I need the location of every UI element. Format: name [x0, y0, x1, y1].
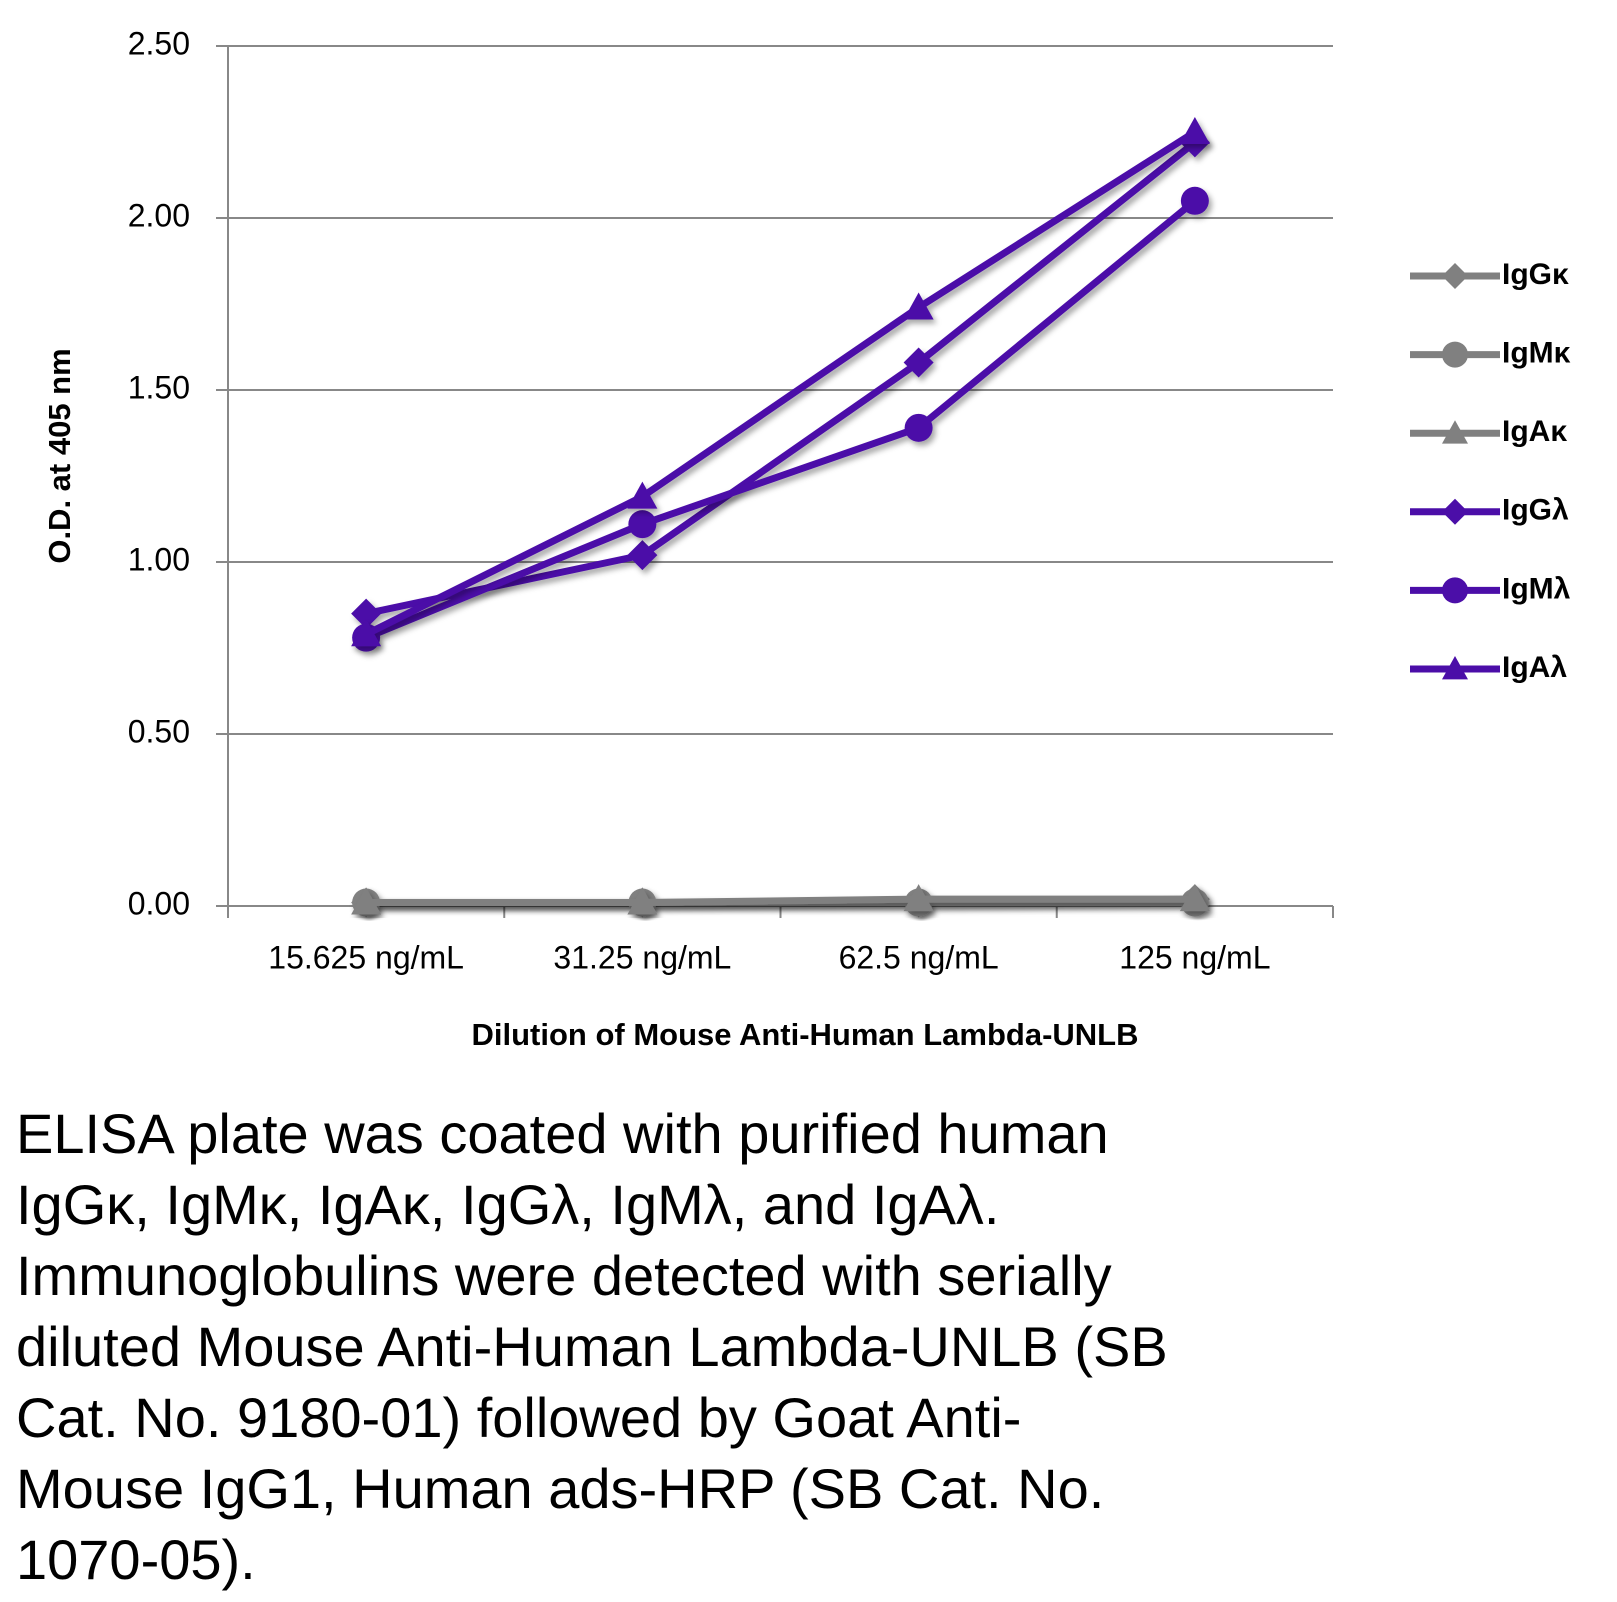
y-tick-label: 2.50 — [128, 25, 190, 61]
series — [352, 186, 1209, 652]
marker — [351, 619, 382, 647]
marker — [903, 884, 934, 912]
marker — [903, 347, 934, 378]
caption-line: ELISA plate was coated with purified hum… — [16, 1102, 1109, 1165]
y-axis-title: O.D. at 405 nm — [42, 348, 77, 563]
marker — [1180, 186, 1209, 215]
marker — [351, 598, 382, 629]
y-tick-label: 2.00 — [128, 197, 190, 233]
series-line — [364, 129, 1197, 638]
marker — [627, 887, 658, 915]
series-line — [364, 198, 1198, 641]
marker — [904, 413, 933, 442]
caption-line: 1070-05). — [16, 1528, 256, 1591]
x-tick-label: 31.25 ng/mL — [553, 939, 731, 975]
caption: ELISA plate was coated with purified hum… — [16, 1098, 1168, 1595]
marker — [1442, 341, 1468, 368]
marker — [1179, 884, 1210, 912]
marker — [1179, 117, 1210, 144]
marker — [1442, 420, 1468, 444]
legend-label: IgGλ — [1502, 494, 1569, 527]
marker — [351, 887, 382, 915]
legend-label: IgMλ — [1502, 572, 1571, 605]
y-tick-label: 0.50 — [128, 713, 190, 749]
caption-line: Immunoglobulins were detected with seria… — [16, 1244, 1112, 1307]
y-tick-label: 1.00 — [128, 541, 190, 577]
legend-label: IgMκ — [1502, 337, 1571, 370]
series-line — [366, 895, 1195, 907]
x-tick-label: 125 ng/mL — [1119, 939, 1270, 975]
marker — [627, 481, 658, 509]
caption-line: IgGκ, IgMκ, IgAκ, IgGλ, IgMλ, and IgAλ. — [16, 1173, 1000, 1236]
marker — [628, 510, 657, 539]
series — [351, 884, 1210, 915]
caption-line: Cat. No. 9180-01) followed by Goat Anti- — [16, 1386, 1022, 1449]
y-tick-label: 1.50 — [128, 369, 190, 405]
x-axis-title: Dilution of Mouse Anti-Human Lambda-UNLB — [471, 1017, 1138, 1052]
x-tick-label: 62.5 ng/mL — [839, 939, 999, 975]
legend-label: IgGκ — [1502, 258, 1569, 291]
marker — [1442, 498, 1468, 525]
marker — [903, 292, 934, 320]
marker — [1442, 577, 1468, 604]
x-tick-label: 15.625 ng/mL — [268, 939, 464, 975]
chart: Dilution of Mouse Anti-Human Lambda-UNLB… — [42, 25, 1571, 1052]
caption-line: Mouse IgG1, Human ads-HRP (SB Cat. No. — [16, 1457, 1105, 1520]
caption-line: diluted Mouse Anti-Human Lambda-UNLB (SB — [16, 1315, 1168, 1378]
legend-label: IgAλ — [1502, 651, 1567, 684]
marker — [1442, 263, 1468, 289]
marker — [627, 540, 658, 571]
y-tick-label: 0.00 — [128, 885, 190, 921]
series — [351, 117, 1210, 647]
legend-label: IgAκ — [1502, 415, 1567, 448]
marker — [1442, 656, 1468, 680]
